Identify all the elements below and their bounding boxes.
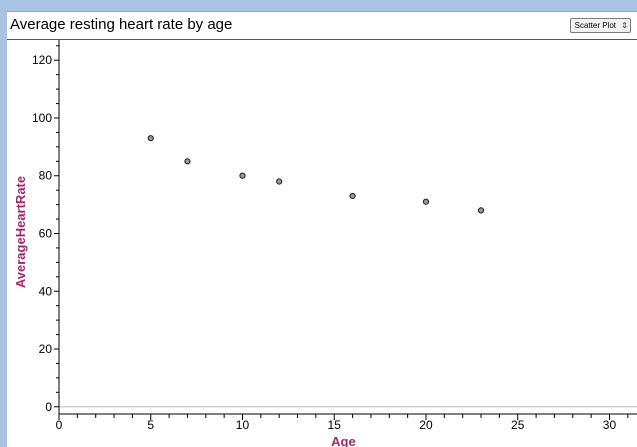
- y-axis-title: AverageHeartRate: [13, 176, 28, 288]
- chart-title: Average resting heart rate by age: [10, 16, 233, 33]
- plot-type-select[interactable]: Scatter Plot ⇕: [569, 18, 631, 33]
- left-frame-border: [0, 11, 7, 447]
- x-tick-label: 30: [603, 418, 617, 432]
- ticks: 0 20 40 60 80 100 120 0 5 10 15 20 25 30: [32, 45, 629, 432]
- y-tick-label: 0: [45, 400, 52, 414]
- axes: [58, 40, 637, 415]
- y-tick-label: 40: [39, 284, 53, 298]
- x-tick-label: 5: [147, 418, 154, 432]
- y-tick-label: 80: [39, 169, 53, 183]
- y-tick-label: 20: [39, 342, 53, 356]
- y-tick-label: 100: [32, 111, 52, 125]
- y-tick-label: 120: [32, 53, 52, 67]
- y-tick-label: 60: [39, 226, 53, 240]
- chart-header: Average resting heart rate by age Scatte…: [7, 12, 637, 40]
- x-tick-label: 10: [236, 418, 250, 432]
- plot-type-label: Scatter Plot: [574, 21, 616, 30]
- window-top-strip: [0, 0, 637, 12]
- scatter-point: [422, 198, 430, 205]
- x-tick-label: 15: [328, 418, 342, 432]
- scatter-point: [147, 135, 154, 142]
- x-tick-label: 25: [511, 418, 525, 432]
- scatter-point: [349, 192, 356, 200]
- updown-arrows-icon: ⇕: [621, 21, 628, 30]
- scatter-point: [184, 158, 191, 165]
- x-tick-label: 0: [56, 418, 63, 432]
- data-points: [147, 135, 485, 214]
- scatter-point: [477, 207, 485, 214]
- scatter-point: [276, 178, 283, 185]
- scatter-point: [239, 172, 246, 179]
- x-tick-label: 20: [419, 418, 433, 432]
- x-axis-title: Age: [331, 434, 356, 447]
